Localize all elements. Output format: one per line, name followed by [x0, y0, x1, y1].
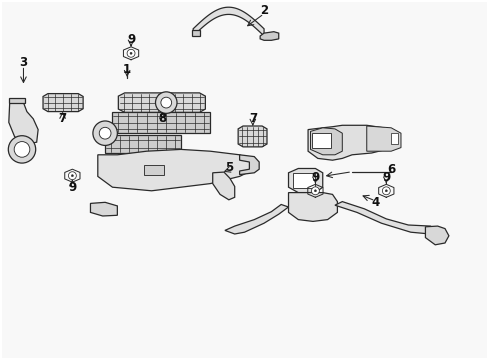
Circle shape	[71, 175, 73, 177]
Circle shape	[99, 127, 111, 139]
Text: 4: 4	[371, 196, 379, 209]
Circle shape	[385, 190, 386, 192]
Polygon shape	[307, 125, 390, 160]
Text: 9: 9	[127, 33, 135, 46]
Polygon shape	[212, 172, 234, 200]
Polygon shape	[118, 93, 205, 112]
Text: 3: 3	[20, 57, 27, 69]
Polygon shape	[238, 126, 266, 147]
Polygon shape	[310, 128, 342, 155]
Polygon shape	[334, 202, 437, 234]
Text: 9: 9	[68, 181, 76, 194]
Polygon shape	[224, 204, 288, 234]
Circle shape	[311, 187, 319, 195]
Text: 1: 1	[123, 63, 131, 76]
Text: 9: 9	[382, 171, 389, 184]
Text: 9: 9	[311, 171, 319, 184]
Polygon shape	[239, 155, 259, 175]
Circle shape	[93, 121, 117, 145]
Bar	[390, 133, 397, 144]
Polygon shape	[288, 193, 337, 221]
Text: 7: 7	[59, 112, 66, 125]
Polygon shape	[191, 30, 199, 36]
Bar	[105, 135, 181, 153]
Circle shape	[14, 141, 30, 157]
Circle shape	[161, 97, 171, 108]
Circle shape	[68, 172, 76, 180]
Polygon shape	[9, 98, 25, 103]
Circle shape	[8, 136, 36, 163]
Polygon shape	[98, 149, 254, 191]
Bar	[144, 165, 163, 175]
Bar	[112, 112, 210, 133]
Text: 8: 8	[158, 112, 166, 125]
Bar	[293, 173, 315, 188]
Text: 2: 2	[260, 4, 267, 17]
Polygon shape	[43, 94, 83, 112]
Circle shape	[155, 92, 177, 113]
Polygon shape	[288, 168, 322, 193]
Circle shape	[314, 190, 316, 192]
Polygon shape	[193, 7, 264, 36]
Bar	[311, 133, 330, 148]
Polygon shape	[366, 126, 400, 151]
Text: 7: 7	[248, 112, 256, 125]
Circle shape	[382, 187, 389, 195]
Polygon shape	[90, 202, 117, 216]
Circle shape	[127, 49, 135, 57]
Bar	[300, 103, 405, 189]
Polygon shape	[260, 32, 278, 40]
Text: 5: 5	[224, 161, 232, 174]
Circle shape	[130, 52, 132, 54]
Polygon shape	[425, 226, 448, 245]
Text: 6: 6	[386, 163, 394, 176]
Bar	[72, 79, 272, 223]
Polygon shape	[9, 101, 38, 144]
